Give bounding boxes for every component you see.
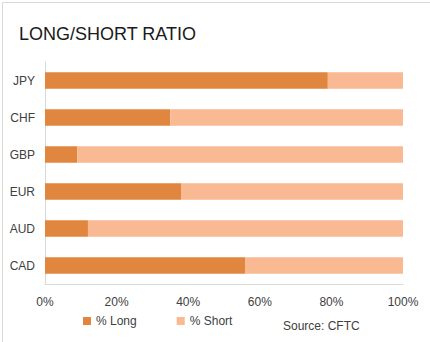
- svg-text:Source: CFTC: Source: CFTC: [283, 319, 360, 333]
- svg-text:LONG/SHORT RATIO: LONG/SHORT RATIO: [19, 24, 196, 44]
- svg-text:60%: 60%: [248, 295, 272, 309]
- svg-text:% Short: % Short: [190, 314, 233, 328]
- svg-text:20%: 20%: [105, 295, 129, 309]
- svg-text:100%: 100%: [388, 295, 419, 309]
- svg-text:40%: 40%: [176, 295, 200, 309]
- svg-text:JPY: JPY: [13, 74, 35, 88]
- svg-text:EUR: EUR: [10, 185, 36, 199]
- svg-text:80%: 80%: [319, 295, 343, 309]
- svg-text:AUD: AUD: [10, 222, 36, 236]
- svg-text:GBP: GBP: [10, 148, 35, 162]
- svg-text:CAD: CAD: [10, 259, 36, 273]
- svg-text:CHF: CHF: [10, 111, 35, 125]
- svg-text:0%: 0%: [36, 295, 54, 309]
- svg-text:% Long: % Long: [96, 314, 137, 328]
